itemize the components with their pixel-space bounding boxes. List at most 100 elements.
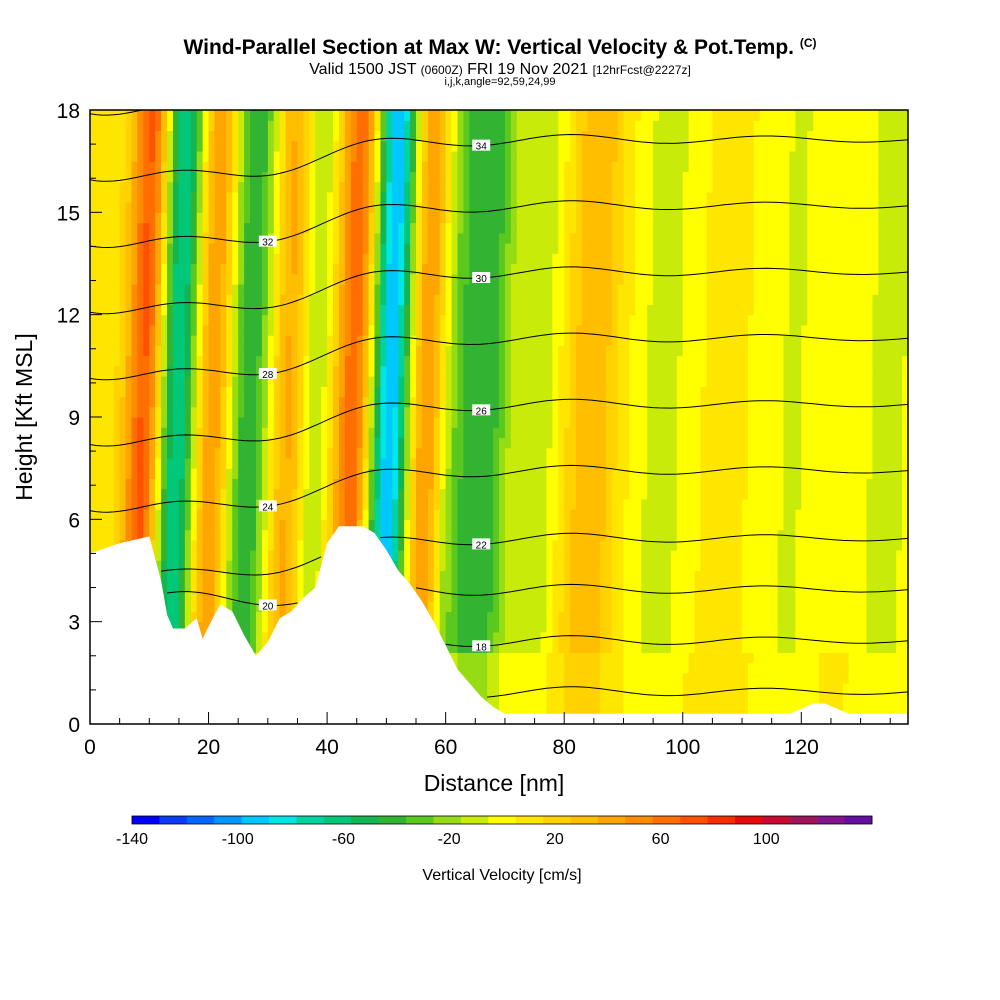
velocity-cell xyxy=(487,672,494,684)
velocity-cell xyxy=(244,110,251,121)
velocity-cell xyxy=(516,478,524,490)
velocity-cell xyxy=(398,294,405,306)
velocity-cell xyxy=(244,570,251,582)
velocity-cell xyxy=(416,509,423,520)
velocity-cell xyxy=(238,324,245,336)
velocity-cell xyxy=(510,478,518,490)
velocity-cell xyxy=(398,222,405,234)
velocity-cell xyxy=(344,202,352,213)
velocity-cell xyxy=(469,110,476,121)
velocity-cell xyxy=(214,140,222,152)
velocity-cell xyxy=(457,110,465,121)
velocity-cell xyxy=(279,539,287,551)
velocity-cell xyxy=(178,202,186,213)
velocity-cell xyxy=(374,222,382,234)
velocity-cell xyxy=(137,335,144,346)
velocity-cell xyxy=(481,570,488,582)
velocity-cell xyxy=(90,202,97,213)
velocity-cell xyxy=(196,539,204,551)
velocity-cell xyxy=(167,468,174,479)
velocity-cell xyxy=(178,140,186,152)
velocity-cell xyxy=(481,621,488,633)
velocity-cell xyxy=(463,376,470,387)
velocity-cell xyxy=(564,150,571,162)
velocity-cell xyxy=(558,601,565,613)
velocity-cell xyxy=(155,324,162,336)
velocity-cell xyxy=(392,191,399,203)
velocity-cell xyxy=(499,672,506,684)
velocity-cell xyxy=(487,263,494,275)
velocity-cell xyxy=(433,601,441,613)
velocity-cell xyxy=(481,324,488,336)
velocity-cell xyxy=(267,621,275,633)
velocity-cell xyxy=(344,243,352,254)
velocity-cell xyxy=(149,335,156,346)
velocity-cell xyxy=(101,509,109,520)
velocity-cell xyxy=(558,498,565,510)
velocity-cell xyxy=(540,468,548,479)
velocity-cell xyxy=(404,110,411,121)
velocity-cell xyxy=(155,345,162,357)
velocity-cell xyxy=(404,437,411,449)
velocity-cell xyxy=(327,447,334,459)
velocity-cell xyxy=(398,560,405,572)
velocity-cell xyxy=(333,222,340,234)
velocity-cell xyxy=(238,457,245,469)
velocity-cell xyxy=(214,478,222,490)
velocity-cell xyxy=(244,631,251,643)
velocity-cell xyxy=(457,171,465,183)
velocity-cell xyxy=(190,601,198,613)
velocity-cell xyxy=(540,621,548,633)
velocity-cell xyxy=(255,488,263,500)
velocity-cell xyxy=(475,283,482,295)
velocity-cell xyxy=(445,283,453,295)
velocity-cell xyxy=(279,396,287,408)
velocity-cell xyxy=(427,304,435,316)
velocity-cell xyxy=(261,304,269,316)
velocity-cell xyxy=(261,427,269,439)
velocity-cell xyxy=(451,181,459,193)
velocity-cell xyxy=(184,376,192,387)
velocity-cell xyxy=(208,509,216,520)
velocity-cell xyxy=(202,468,210,479)
velocity-cell xyxy=(315,304,322,316)
velocity-cell xyxy=(356,222,364,234)
velocity-cell xyxy=(143,171,150,183)
velocity-cell xyxy=(273,447,281,459)
velocity-cell xyxy=(368,273,376,285)
velocity-cell xyxy=(469,396,476,408)
velocity-cell xyxy=(362,386,370,398)
velocity-cell xyxy=(327,345,334,357)
velocity-cell xyxy=(273,314,281,326)
velocity-cell xyxy=(570,140,577,152)
velocity-cell xyxy=(439,345,447,357)
velocity-cell xyxy=(315,427,322,439)
velocity-cell xyxy=(427,519,435,531)
velocity-cell xyxy=(374,314,382,326)
velocity-cell xyxy=(261,314,269,326)
velocity-cell xyxy=(439,171,447,183)
velocity-cell xyxy=(522,478,530,490)
velocity-cell xyxy=(463,498,470,510)
velocity-cell xyxy=(149,120,156,132)
velocity-cell xyxy=(475,488,482,500)
velocity-cell xyxy=(172,283,180,295)
velocity-cell xyxy=(558,130,565,142)
velocity-cell xyxy=(416,324,423,336)
velocity-cell xyxy=(273,181,281,193)
velocity-cell xyxy=(552,345,559,357)
velocity-cell xyxy=(421,417,429,428)
velocity-cell xyxy=(433,447,441,459)
velocity-cell xyxy=(178,601,186,613)
velocity-cell xyxy=(445,232,453,244)
velocity-cell xyxy=(457,294,465,306)
velocity-cell xyxy=(285,171,293,183)
velocity-cell xyxy=(143,253,150,265)
velocity-cell xyxy=(113,437,121,449)
velocity-cell xyxy=(481,590,488,602)
velocity-cell xyxy=(445,130,453,142)
velocity-cell xyxy=(368,478,376,490)
velocity-cell xyxy=(273,529,281,541)
velocity-cell xyxy=(202,314,210,326)
velocity-cell xyxy=(184,355,192,367)
